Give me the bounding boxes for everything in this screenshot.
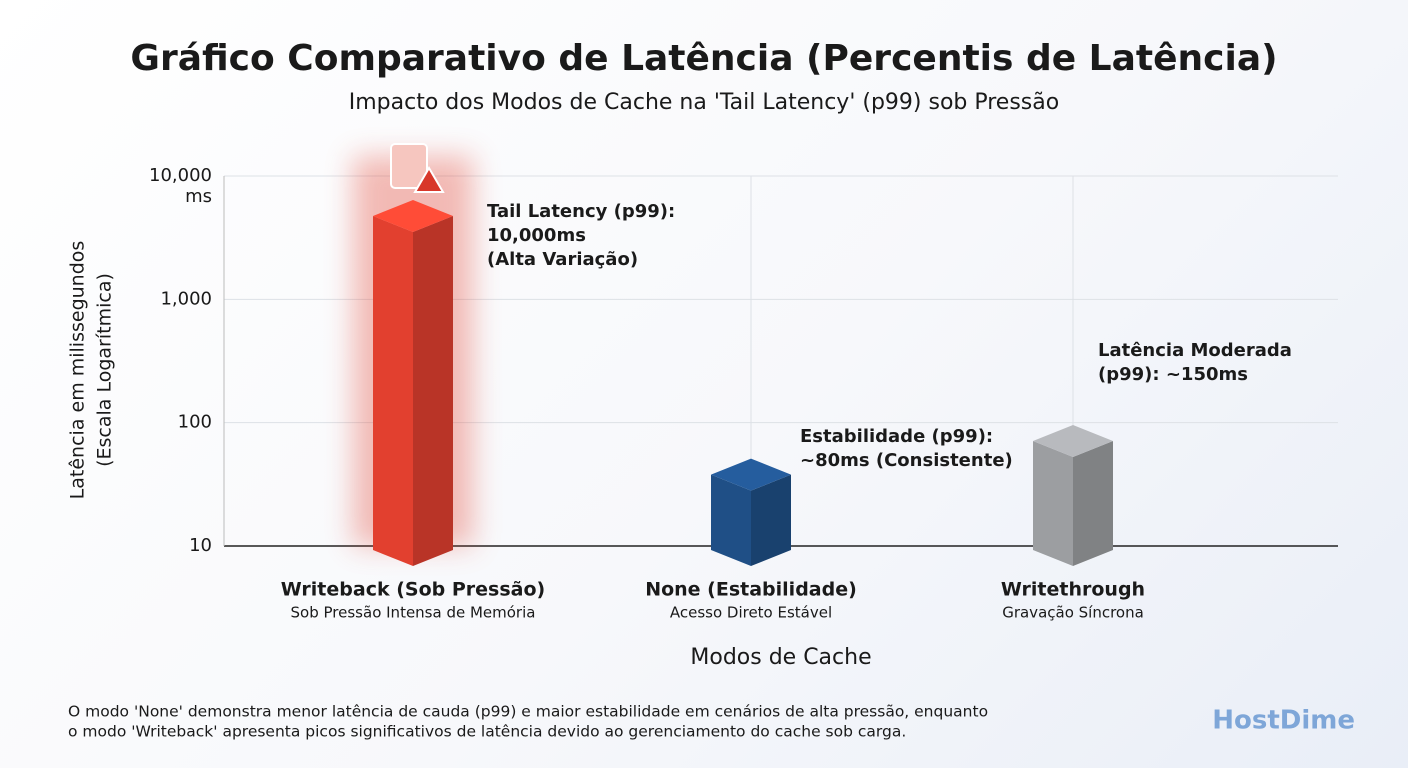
category-description: Sob Pressão Intensa de Memória [291,604,536,622]
brand-logo: HostDime [1212,706,1355,736]
bar-side [413,216,453,566]
annotation: ~80ms (Consistente) [800,450,1013,471]
y-axis-title-line: Latência em milissegundos [67,241,89,500]
x-tick-label: Writethrough [1001,579,1145,601]
y-tick-label: 1,000 [160,288,212,309]
annotation: Latência Moderada [1098,340,1292,361]
chart-title: Gráfico Comparativo de Latência (Percent… [130,38,1277,79]
annotation: (p99): ~150ms [1098,364,1248,385]
bar-top [711,458,791,491]
annotation: (Alta Variação) [487,249,638,270]
y-tick-label: 100 [178,412,212,433]
server-icon [390,143,428,189]
bar-top [373,200,453,232]
annotation: 10,000ms [487,225,586,246]
warning-icon [413,166,445,193]
bar-side [1073,440,1113,566]
annotation: Tail Latency (p99): [487,201,675,222]
x-tick-label: None (Estabilidade) [645,579,857,601]
bar-front [1033,440,1073,566]
footnote: o modo 'Writeback' apresenta picos signi… [68,723,906,741]
category-description: Acesso Direto Estável [670,604,832,622]
footnote: O modo 'None' demonstra menor latência d… [68,703,988,721]
bar-front [373,216,413,566]
bar-top [1033,424,1113,457]
category-description: Gravação Síncrona [1002,604,1144,622]
x-axis-title: Modos de Cache [690,645,871,670]
y-tick-label: 10 [189,535,212,556]
y-tick-label: 10,000 ms [149,165,212,207]
y-axis-title: Latência em milissegundos (Escala Logarí… [67,241,116,500]
bar-front [711,474,751,566]
x-tick-label: Writeback (Sob Pressão) [281,579,545,601]
annotation: Estabilidade (p99): [800,426,993,447]
y-axis-title-line: (Escala Logarítmica) [94,273,116,467]
bar-side [751,474,791,566]
chart-subtitle: Impacto dos Modos de Cache na 'Tail Late… [349,90,1059,115]
